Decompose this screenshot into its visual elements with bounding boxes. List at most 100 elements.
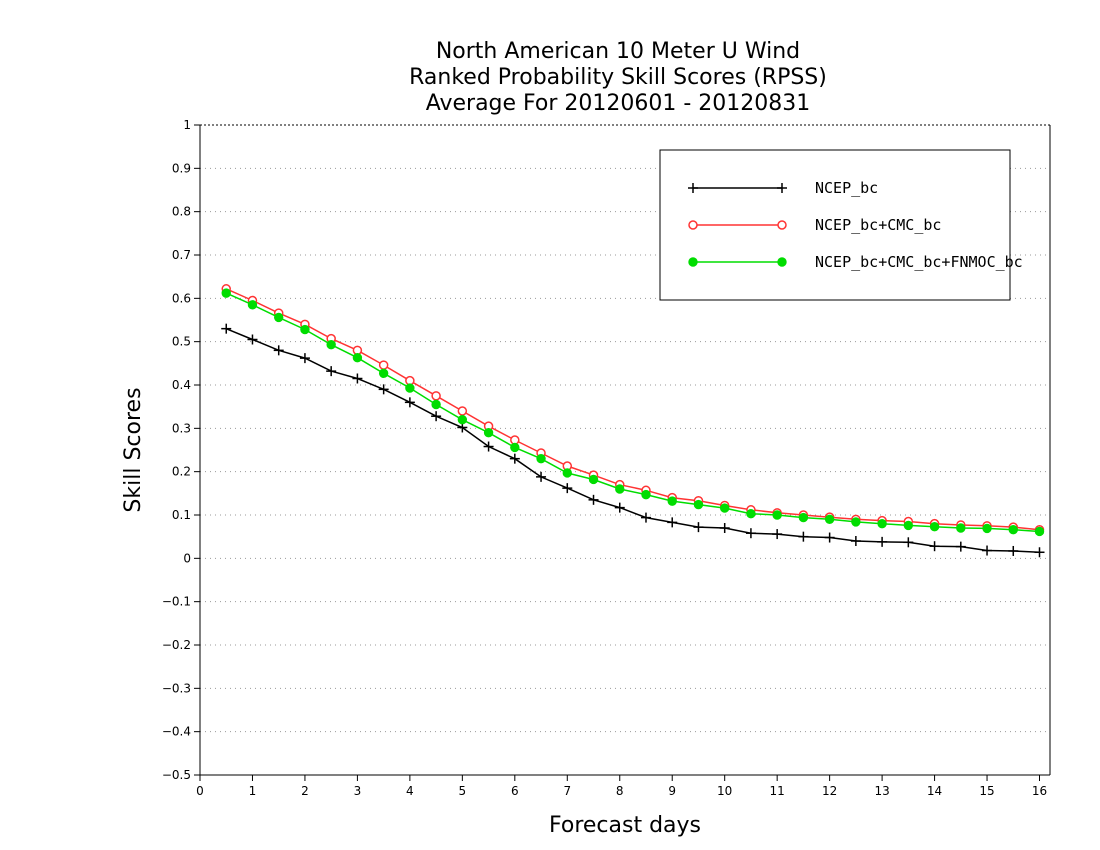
open-circle-marker — [378, 360, 389, 370]
y-tick-label: −0.1 — [162, 595, 191, 609]
data-series — [221, 284, 1045, 558]
plus-marker — [221, 323, 232, 334]
plus-marker — [877, 536, 888, 547]
plus-marker — [326, 366, 337, 377]
filled-circle-marker — [746, 509, 756, 519]
y-tick-label: −0.4 — [162, 725, 191, 739]
filled-circle-marker — [300, 324, 310, 335]
y-tick-label: −0.3 — [162, 681, 191, 695]
plus-marker — [777, 183, 787, 193]
open-circle-marker — [431, 391, 441, 401]
chart-title-line-2: Ranked Probability Skill Scores (RPSS) — [409, 65, 827, 90]
filled-circle-marker — [667, 496, 677, 506]
y-tick-label: 0.4 — [172, 378, 191, 392]
filled-circle-marker — [247, 300, 258, 310]
y-tick-label: −0.2 — [162, 638, 191, 652]
filled-circle-marker — [772, 510, 782, 520]
filled-circle-marker — [352, 353, 363, 363]
x-tick-label: 16 — [1032, 784, 1047, 798]
plus-marker — [688, 183, 698, 193]
y-tick-label: 0.2 — [172, 465, 191, 479]
grid-lines — [200, 167, 1050, 733]
plus-marker — [483, 441, 494, 452]
plus-marker — [614, 502, 625, 513]
y-tick-label: 0.1 — [172, 508, 191, 522]
filled-circle-marker — [824, 514, 835, 525]
open-circle-marker — [688, 220, 698, 230]
filled-circle-marker — [982, 523, 992, 534]
x-tick-label: 5 — [459, 784, 467, 798]
filled-circle-marker — [929, 522, 940, 532]
filled-circle-marker — [326, 340, 336, 350]
plus-marker — [509, 453, 520, 464]
legend: NCEP_bc NCEP_bc+CMC_bc NCEP_bc+CMC_bc+FNMO… — [659, 149, 1023, 301]
filled-circle-marker — [588, 474, 599, 485]
filled-circle-marker — [877, 518, 887, 529]
series-line — [225, 328, 1040, 554]
plus-marker — [824, 532, 835, 543]
filled-circle-marker — [431, 399, 441, 410]
plus-marker — [562, 483, 573, 494]
plus-marker — [431, 411, 442, 422]
x-tick-label: 6 — [511, 784, 519, 798]
x-tick-label: 4 — [406, 784, 414, 798]
legend-label: NCEP_bc — [815, 179, 878, 197]
x-tick-label: 14 — [927, 784, 942, 798]
filled-circle-marker — [483, 427, 494, 438]
plus-marker — [299, 353, 310, 364]
y-tick-label: 0.9 — [172, 161, 191, 175]
y-tick-label: 0.5 — [172, 335, 191, 349]
legend-entry: NCEP_bc+CMC_bc — [688, 216, 941, 234]
plus-marker — [1008, 545, 1019, 556]
x-axis-label: Forecast days — [549, 813, 701, 838]
plus-marker — [667, 517, 678, 528]
plus-marker — [352, 373, 363, 384]
filled-circle-marker — [956, 523, 966, 533]
series-line — [225, 292, 1040, 533]
x-tick-label: 9 — [668, 784, 676, 798]
plus-marker — [1034, 547, 1045, 558]
y-tick-label: 1 — [183, 118, 191, 132]
filled-circle-marker — [719, 503, 730, 513]
plus-marker — [719, 523, 730, 533]
x-tick-label: 15 — [979, 784, 994, 798]
legend-entry: NCEP_bc — [688, 179, 878, 197]
filled-circle-marker — [562, 468, 572, 478]
x-tick-label: 1 — [249, 784, 257, 798]
x-tick-label: 8 — [616, 784, 624, 798]
plus-marker — [772, 529, 783, 540]
filled-circle-marker — [536, 453, 546, 464]
x-tick-label: 10 — [717, 784, 732, 798]
chart-title-line-3: Average For 20120601 - 20120831 — [426, 91, 811, 116]
open-circle-marker — [457, 406, 468, 416]
y-tick-label: 0.3 — [172, 421, 191, 435]
plus-marker — [850, 536, 861, 546]
plus-marker — [903, 537, 914, 548]
legend-entry: NCEP_bc+CMC_bc+FNMOC_bc — [688, 253, 1023, 271]
plus-marker — [798, 531, 809, 542]
filled-circle-marker — [221, 288, 231, 298]
y-tick-label: −0.5 — [162, 768, 191, 782]
filled-circle-marker — [693, 499, 704, 510]
filled-circle-marker — [405, 383, 415, 393]
plus-marker — [955, 541, 966, 552]
plus-marker — [745, 528, 756, 539]
y-tick-label: 0 — [183, 551, 191, 565]
plus-marker — [693, 522, 704, 533]
plus-marker — [378, 384, 389, 395]
filled-circle-marker — [851, 517, 861, 527]
open-circle-marker — [777, 220, 787, 230]
filled-circle-marker — [903, 520, 914, 531]
plus-marker — [640, 512, 651, 523]
x-tick-label: 3 — [354, 784, 362, 798]
plus-marker — [247, 334, 258, 345]
filled-circle-marker — [1034, 526, 1045, 537]
plus-marker — [588, 494, 599, 505]
filled-circle-marker — [615, 484, 625, 494]
chart-title-line-1: North American 10 Meter U Wind — [436, 39, 800, 64]
filled-circle-marker — [777, 257, 787, 267]
series-3 — [221, 288, 1045, 537]
x-tick-label: 12 — [822, 784, 837, 798]
axes: −0.5 −0.4 −0.3 −0.2 −0.1 0 0.1 0.2 0.3 0.4 0.5 0.6 0… — [162, 118, 1051, 798]
